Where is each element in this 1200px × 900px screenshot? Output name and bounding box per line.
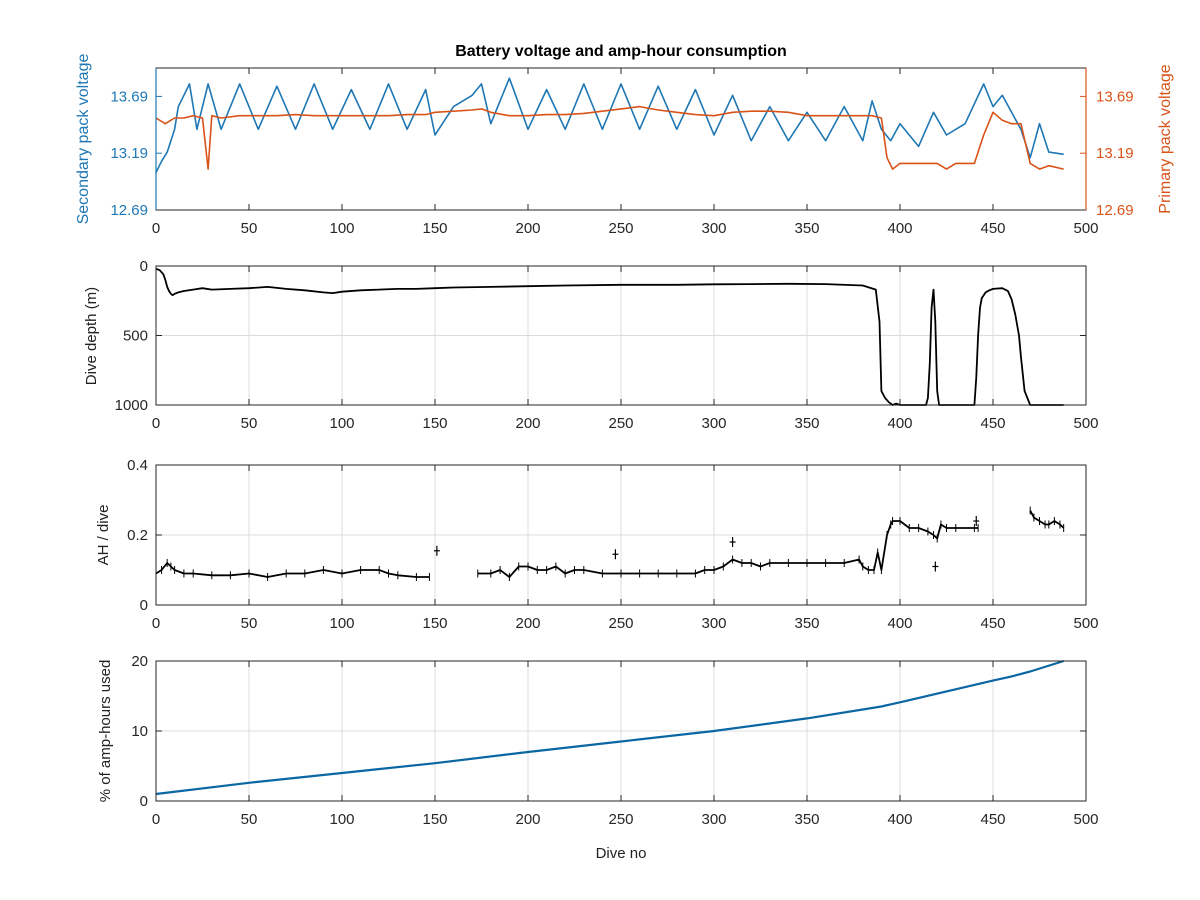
x-tick-label: 150	[422, 220, 447, 237]
x-tick-label: 350	[794, 811, 819, 828]
x-tick-label: 250	[608, 615, 633, 632]
x-tick-label: 0	[152, 415, 160, 432]
x-tick-label: 300	[701, 811, 726, 828]
amp-hours-used-line	[155, 659, 1065, 796]
x-tick-label: 200	[515, 415, 540, 432]
y-tick-label: 1000	[115, 397, 148, 414]
x-tick-label: 200	[515, 220, 540, 237]
y-tick-label: 13.69	[110, 88, 148, 105]
right-y-tick-label: 13.19	[1096, 145, 1134, 162]
x-tick-label: 300	[701, 615, 726, 632]
y-tick-label: 500	[123, 328, 148, 345]
axes-frame	[155, 464, 1087, 606]
x-tick-label: 350	[794, 615, 819, 632]
x-tick-label: 100	[329, 811, 354, 828]
x-tick-label: 200	[515, 811, 540, 828]
x-tick-label: 400	[887, 811, 912, 828]
chart-title: Battery voltage and amp-hour consumption	[455, 43, 787, 60]
x-tick-label: 50	[241, 811, 258, 828]
right-y-tick-label: 13.69	[1096, 88, 1134, 105]
amp-hours-used-ylabel: % of amp-hours used	[97, 660, 114, 803]
ah-per-dive-line	[1029, 510, 1065, 529]
amp-hours-used-panel: 0 50 100 150 200 250 300 350 400 450 500 0 10 20	[131, 653, 1098, 828]
x-tick-label: 200	[515, 615, 540, 632]
x-tick-label: 450	[980, 811, 1005, 828]
x-tick-label: 300	[701, 415, 726, 432]
x-tick-label: 500	[1073, 811, 1098, 828]
dive-depth-panel: 0 50 100 150 200 250 300 350 400 450 500 0 500 1000	[115, 258, 1099, 432]
y-tick-label: 0.2	[127, 527, 148, 544]
x-tick-label: 500	[1073, 415, 1098, 432]
y-tick-label: 10	[131, 723, 148, 740]
x-tick-label: 150	[422, 415, 447, 432]
right-y-tick-label: 12.69	[1096, 202, 1134, 219]
x-tick-label: 50	[241, 415, 258, 432]
secondary-voltage-ylabel: Secondary pack voltage	[75, 54, 92, 225]
dive-no-xlabel: Dive no	[596, 845, 647, 862]
y-tick-label: 12.69	[110, 202, 148, 219]
x-tick-label: 250	[608, 811, 633, 828]
y-tick-label: 0.4	[127, 457, 148, 474]
y-tick-label: 0	[140, 258, 148, 275]
dive-depth-line	[155, 267, 1064, 406]
x-tick-label: 400	[887, 415, 912, 432]
primary-voltage-ylabel: Primary pack voltage	[1157, 64, 1174, 213]
x-tick-label: 500	[1073, 615, 1098, 632]
x-tick-label: 350	[794, 220, 819, 237]
x-tick-label: 50	[241, 220, 258, 237]
x-tick-label: 100	[329, 220, 354, 237]
y-tick-label: 0	[140, 793, 148, 810]
x-tick-label: 150	[422, 615, 447, 632]
x-tick-label: 250	[608, 220, 633, 237]
ah-per-dive-panel: 0 50 100 150 200 250 300 350 400 450 500 0 0.2 0.4	[127, 457, 1098, 632]
y-tick-label: 13.19	[110, 145, 148, 162]
x-tick-label: 0	[152, 811, 160, 828]
x-tick-label: 500	[1073, 220, 1098, 237]
x-tick-label: 150	[422, 811, 447, 828]
x-tick-label: 450	[980, 415, 1005, 432]
x-tick-label: 100	[329, 415, 354, 432]
x-tick-label: 350	[794, 415, 819, 432]
x-tick-label: 100	[329, 615, 354, 632]
secondary-voltage-line	[155, 77, 1064, 173]
ah-per-dive-line	[477, 520, 979, 578]
x-tick-label: 450	[980, 615, 1005, 632]
x-tick-label: 0	[152, 615, 160, 632]
x-tick-label: 50	[241, 615, 258, 632]
x-tick-label: 400	[887, 615, 912, 632]
primary-voltage-line	[155, 105, 1064, 170]
y-tick-label: 20	[131, 653, 148, 670]
x-tick-label: 450	[980, 220, 1005, 237]
voltage-panel: 0 50 100 150 200 250 300 350 400 450 50012.6913.19…	[110, 67, 1134, 237]
ah-per-dive-ylabel: AH / dive	[95, 505, 112, 566]
x-tick-label: 400	[887, 220, 912, 237]
x-tick-label: 300	[701, 220, 726, 237]
x-tick-label: 0	[152, 220, 160, 237]
dive-depth-ylabel: Dive depth (m)	[83, 287, 100, 385]
axes-frame	[155, 660, 1087, 802]
x-tick-label: 250	[608, 415, 633, 432]
axes-frame	[155, 265, 1087, 406]
y-tick-label: 0	[140, 597, 148, 614]
